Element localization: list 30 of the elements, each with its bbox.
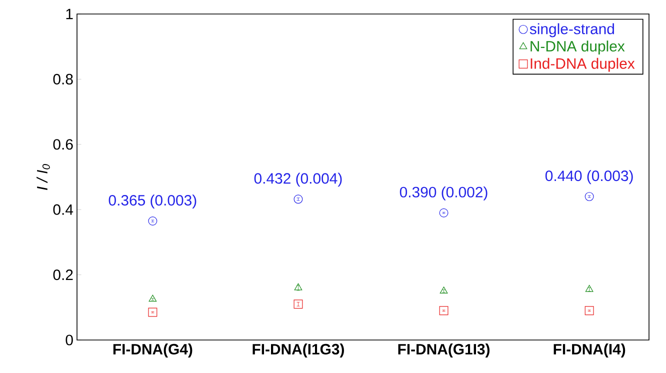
annotation: 0.432 (0.004) <box>254 172 342 187</box>
point <box>584 306 594 316</box>
point <box>440 286 448 294</box>
y-tick-label: 0.2 <box>53 270 73 280</box>
annotation: 0.365 (0.003) <box>108 194 196 209</box>
annotation: 0.440 (0.003) <box>545 170 633 184</box>
legend-label: N-DNA duplex <box>530 40 625 54</box>
point <box>294 300 303 309</box>
x-tick-label: FI-DNA(I4) <box>554 344 626 358</box>
point <box>439 306 448 316</box>
y-tick-label: 0 <box>66 334 73 346</box>
x-tick-label: FI-DNA(G1I3) <box>398 344 490 358</box>
point <box>148 308 158 317</box>
x-tick-label: FI-DNA(I1G3) <box>252 344 344 358</box>
point <box>148 294 157 302</box>
x-tick-label: FI-DNA(G4) <box>113 344 192 358</box>
annotation: 0.390 (0.002) <box>400 186 488 200</box>
point <box>585 284 594 292</box>
legend-label: single-strand <box>530 23 614 38</box>
point <box>584 192 594 202</box>
y-axis-title: I / I$_{0}$ <box>36 164 50 190</box>
point <box>294 283 302 290</box>
point <box>148 216 158 226</box>
point <box>439 208 448 218</box>
y-tick-label: 0.8 <box>53 74 73 84</box>
y-tick-label: 1 <box>66 8 73 20</box>
y-tick-label: 0.6 <box>53 139 73 150</box>
point <box>294 194 303 204</box>
y-tick-label: 0.4 <box>53 204 74 215</box>
legend-label: Ind-DNA duplex <box>530 58 635 72</box>
